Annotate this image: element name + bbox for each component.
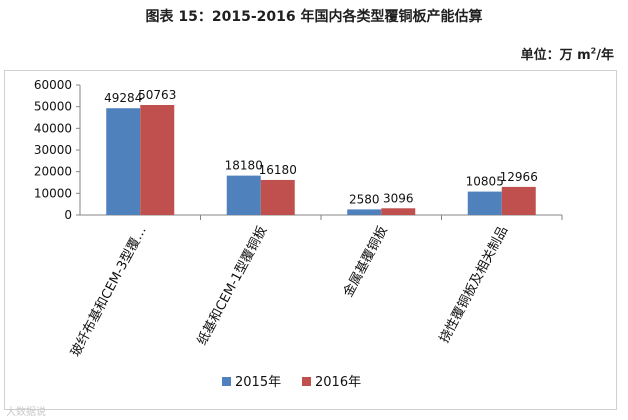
y-tick-label: 40000 bbox=[34, 121, 72, 135]
bar-2015 bbox=[467, 191, 502, 215]
category-label: 挠性覆铜板及相关制品 bbox=[437, 224, 511, 346]
unit-label: 单位：万 m2/年 bbox=[521, 44, 614, 63]
data-label: 50763 bbox=[138, 88, 176, 102]
category-label: 玻纤布基和CEM-3型覆… bbox=[68, 224, 150, 359]
category-label: 纸基和CEM-1型覆铜板 bbox=[195, 224, 270, 348]
data-label: 10805 bbox=[466, 175, 504, 189]
legend-label: 2015年 bbox=[235, 375, 281, 390]
data-label: 49284 bbox=[104, 91, 142, 105]
bar-2015 bbox=[226, 175, 261, 215]
y-tick-label: 60000 bbox=[34, 78, 72, 92]
legend-label: 2016年 bbox=[315, 375, 361, 390]
bar-2015 bbox=[347, 209, 382, 215]
unit-superscript: 2 bbox=[590, 46, 597, 56]
data-label: 18180 bbox=[225, 159, 263, 173]
y-tick-label: 0 bbox=[64, 208, 72, 222]
bar-2016 bbox=[260, 179, 295, 215]
y-tick-label: 20000 bbox=[34, 165, 72, 179]
bar-2015 bbox=[106, 108, 141, 215]
y-tick-label: 50000 bbox=[34, 100, 72, 114]
unit-suffix: /年 bbox=[596, 48, 614, 63]
unit-prefix: 单位：万 m bbox=[520, 48, 591, 63]
chart-title: 图表 15：2015-2016 年国内各类型覆铜板产能估算 bbox=[145, 9, 483, 25]
data-label: 12966 bbox=[500, 170, 538, 184]
category-label: 金属基覆铜板 bbox=[340, 223, 391, 299]
bar-2016 bbox=[501, 186, 536, 215]
bar-2016 bbox=[140, 105, 175, 215]
data-label: 16180 bbox=[259, 163, 297, 177]
bar-2016 bbox=[381, 208, 416, 215]
legend-swatch bbox=[222, 377, 231, 386]
y-tick-label: 10000 bbox=[34, 186, 72, 200]
legend-swatch bbox=[302, 377, 311, 386]
data-label: 2580 bbox=[349, 192, 380, 206]
y-tick-label: 30000 bbox=[34, 143, 72, 157]
chart-frame bbox=[4, 70, 617, 410]
data-label: 3096 bbox=[383, 191, 414, 205]
watermark: 大数据说 bbox=[6, 407, 46, 418]
